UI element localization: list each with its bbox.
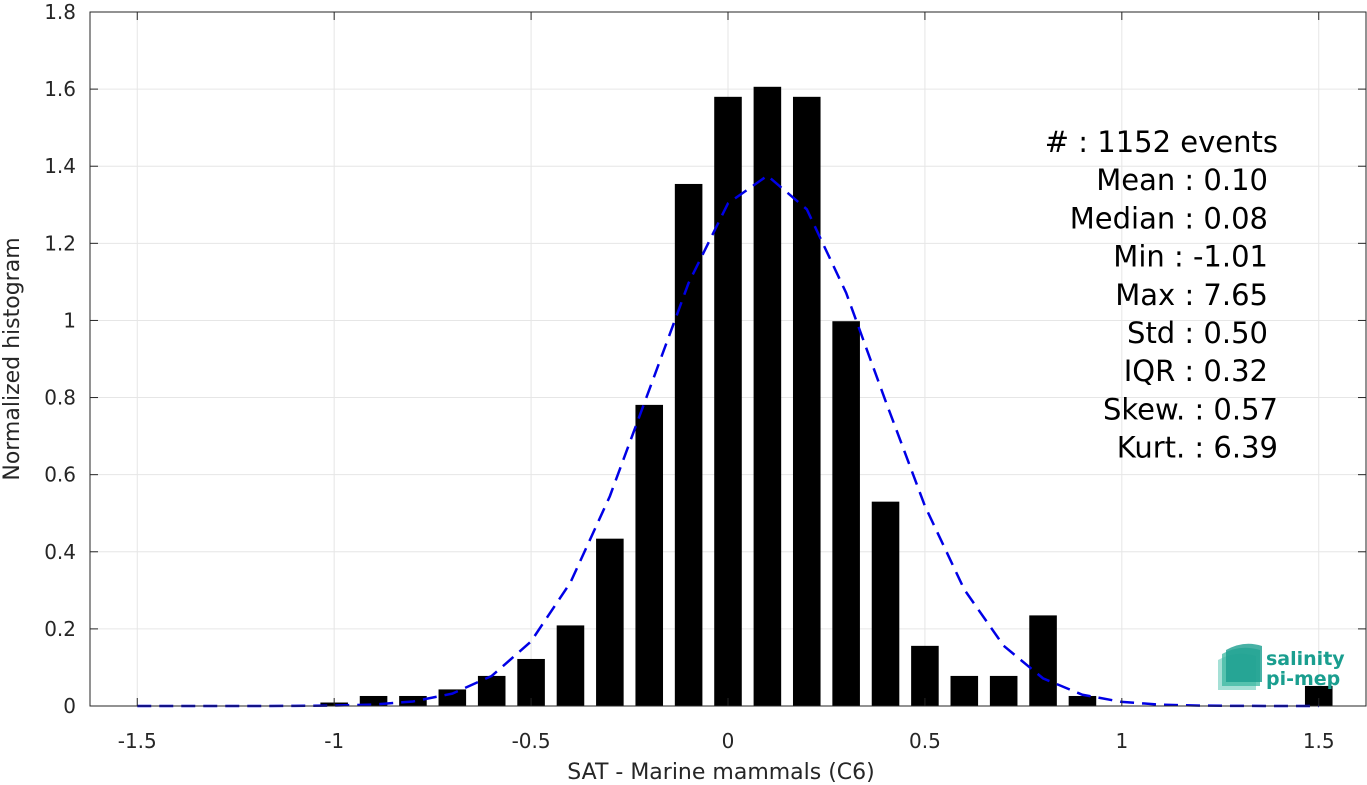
y-axis-ticks: 0 0.2 0.4 0.6 0.8 1 1.2 1.4 1.6 1.8 xyxy=(44,0,1366,718)
stats-line: # : 1152 events xyxy=(1045,125,1278,159)
logo-line1: salinity xyxy=(1266,648,1345,670)
x-tick-label: 0 xyxy=(722,729,735,753)
y-tick-label: 1.8 xyxy=(44,0,76,24)
stats-line: Skew. : 0.57 xyxy=(1103,392,1278,426)
y-tick-label: 0.8 xyxy=(44,386,76,410)
stats-line: Max : 7.65 xyxy=(1115,278,1268,312)
histogram-bar xyxy=(1304,685,1333,706)
y-tick-label: 0.2 xyxy=(44,617,76,641)
histogram-bar xyxy=(950,675,979,706)
stats-line: Std : 0.50 xyxy=(1127,316,1268,350)
histogram-bar xyxy=(911,645,939,706)
salinity-pi-mep-logo: salinity pi-mep xyxy=(1218,643,1345,690)
y-tick-label: 1.4 xyxy=(44,154,76,178)
stats-line: Kurt. : 6.39 xyxy=(1117,431,1278,465)
histogram-bar xyxy=(753,86,782,706)
x-tick-label: -0.5 xyxy=(512,729,551,753)
histogram-bars xyxy=(320,86,1333,707)
histogram-bar xyxy=(714,96,742,707)
x-axis-label: SAT - Marine mammals (C6) xyxy=(567,760,875,785)
x-tick-label: -1 xyxy=(324,729,344,753)
histogram-bar xyxy=(635,404,664,706)
histogram-bar xyxy=(477,675,506,706)
histogram-bar xyxy=(596,538,624,706)
histogram-bar xyxy=(871,501,900,706)
x-tick-label: -1.5 xyxy=(118,729,157,753)
histogram-bar xyxy=(792,96,821,707)
y-tick-label: 0 xyxy=(63,694,76,718)
stats-line: Median : 0.08 xyxy=(1070,201,1268,235)
histogram-bar xyxy=(1029,615,1057,706)
y-tick-label: 1.2 xyxy=(44,231,76,255)
y-tick-label: 0.4 xyxy=(44,540,76,564)
histogram-bar xyxy=(438,689,467,706)
stats-line: IQR : 0.32 xyxy=(1124,354,1268,388)
histogram-bar xyxy=(989,675,1018,706)
y-axis-label: Normalized histogram xyxy=(0,237,25,480)
logo-wave-icon xyxy=(1218,643,1262,690)
y-tick-label: 1.6 xyxy=(44,77,76,101)
x-tick-label: 1.5 xyxy=(1303,729,1335,753)
x-tick-label: 1 xyxy=(1115,729,1128,753)
histogram-bar xyxy=(1068,695,1097,706)
histogram-bar xyxy=(556,625,585,706)
histogram-bar xyxy=(359,695,388,706)
x-tick-label: 0.5 xyxy=(909,729,941,753)
histogram-bar xyxy=(674,183,703,707)
stats-line: Mean : 0.10 xyxy=(1096,163,1268,197)
x-axis-ticks: -1.5 -1 -0.5 0 0.5 1 1.5 xyxy=(118,12,1335,753)
histogram-bar xyxy=(832,321,860,706)
y-tick-label: 0.6 xyxy=(44,463,76,487)
stats-box: # : 1152 events Mean : 0.10 Median : 0.08 M… xyxy=(1045,125,1278,465)
y-tick-label: 1 xyxy=(63,308,76,332)
logo-line2: pi-mep xyxy=(1266,668,1340,690)
stats-line: Min : -1.01 xyxy=(1113,240,1268,274)
